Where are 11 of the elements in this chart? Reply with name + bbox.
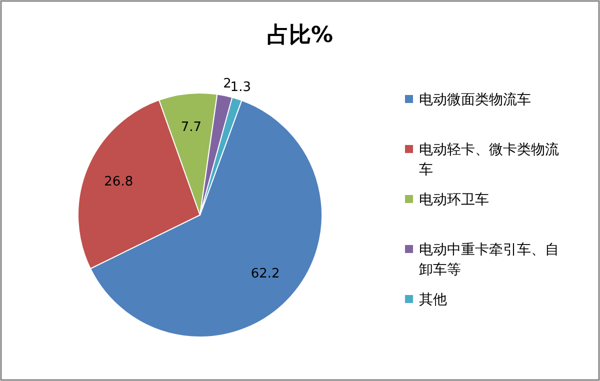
- data-label: 1.3: [230, 80, 251, 95]
- legend-label: 电动环卫车: [419, 192, 489, 208]
- legend-label: 电动中重卡牵引车、自卸车等: [419, 242, 559, 278]
- chart-title: 占比%: [266, 23, 334, 48]
- data-label: 2: [223, 76, 232, 92]
- legend-label: 电动轻卡、微卡类物流车: [419, 142, 559, 178]
- data-label: 26.8: [104, 174, 134, 190]
- data-label: 62.2: [250, 266, 280, 282]
- legend-label: 电动微面类物流车: [419, 92, 531, 108]
- data-label: 7.7: [180, 120, 202, 136]
- legend-label: 其他: [419, 292, 447, 308]
